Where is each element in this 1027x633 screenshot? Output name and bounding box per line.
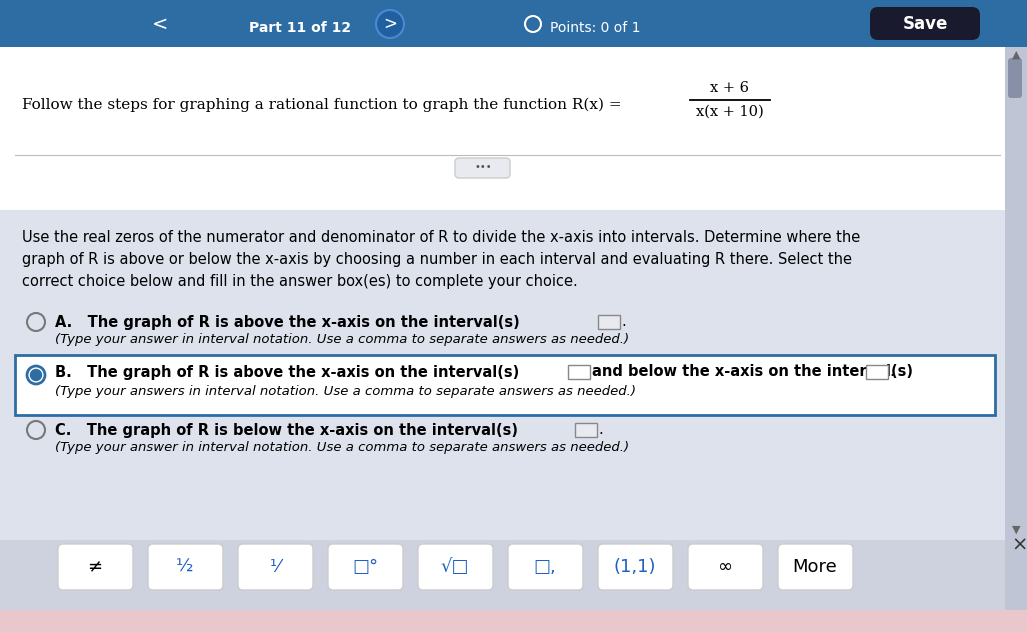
- Text: ∞: ∞: [718, 558, 732, 576]
- Text: ×: ×: [1012, 536, 1027, 555]
- FancyBboxPatch shape: [870, 7, 980, 40]
- Text: graph of R is above or below the x-axis by choosing a number in each interval an: graph of R is above or below the x-axis …: [22, 252, 852, 267]
- FancyBboxPatch shape: [598, 315, 620, 329]
- FancyBboxPatch shape: [328, 544, 403, 590]
- FancyBboxPatch shape: [0, 47, 1005, 210]
- Text: Follow the steps for graphing a rational function to graph the function R(x) =: Follow the steps for graphing a rational…: [22, 98, 621, 112]
- Text: Save: Save: [903, 15, 948, 33]
- Text: (Type your answer in interval notation. Use a comma to separate answers as neede: (Type your answer in interval notation. …: [55, 334, 630, 346]
- Text: ⅟: ⅟: [270, 558, 280, 576]
- FancyBboxPatch shape: [0, 210, 1005, 540]
- Text: □,: □,: [534, 558, 557, 576]
- FancyBboxPatch shape: [0, 610, 1027, 633]
- FancyBboxPatch shape: [598, 544, 673, 590]
- Text: and below the x-axis on the interval(s): and below the x-axis on the interval(s): [592, 365, 913, 380]
- Text: .: .: [621, 315, 625, 330]
- Text: B.   The graph of R is above the x-axis on the interval(s): B. The graph of R is above the x-axis on…: [55, 365, 520, 380]
- Text: (Type your answer in interval notation. Use a comma to separate answers as neede: (Type your answer in interval notation. …: [55, 441, 630, 454]
- Text: (Type your answers in interval notation. Use a comma to separate answers as need: (Type your answers in interval notation.…: [55, 385, 636, 399]
- Text: x(x + 10): x(x + 10): [696, 105, 764, 119]
- Text: Points: 0 of 1: Points: 0 of 1: [550, 21, 641, 35]
- Text: •••: •••: [474, 162, 492, 172]
- FancyBboxPatch shape: [15, 355, 995, 415]
- Text: ≠: ≠: [87, 558, 103, 576]
- Text: ½: ½: [177, 558, 194, 576]
- Text: (1,1): (1,1): [614, 558, 656, 576]
- Text: √□: √□: [441, 558, 469, 576]
- Text: ▼: ▼: [1012, 525, 1020, 535]
- FancyBboxPatch shape: [1007, 58, 1022, 98]
- Text: □°: □°: [352, 558, 378, 576]
- FancyBboxPatch shape: [575, 423, 597, 437]
- Text: .: .: [598, 422, 603, 437]
- FancyBboxPatch shape: [0, 540, 1005, 610]
- Text: A.   The graph of R is above the x‑axis on the interval(s): A. The graph of R is above the x‑axis on…: [55, 315, 520, 330]
- Circle shape: [31, 370, 41, 380]
- FancyBboxPatch shape: [58, 544, 134, 590]
- FancyBboxPatch shape: [866, 365, 888, 379]
- Text: C.   The graph of R is below the x-axis on the interval(s): C. The graph of R is below the x-axis on…: [55, 422, 518, 437]
- FancyBboxPatch shape: [508, 544, 583, 590]
- Text: ▲: ▲: [1012, 50, 1020, 60]
- FancyBboxPatch shape: [568, 365, 589, 379]
- FancyBboxPatch shape: [778, 544, 853, 590]
- FancyBboxPatch shape: [418, 544, 493, 590]
- FancyBboxPatch shape: [688, 544, 763, 590]
- Text: <: <: [152, 15, 168, 34]
- Text: >: >: [383, 15, 397, 33]
- FancyBboxPatch shape: [1005, 47, 1027, 633]
- Text: Use the real zeros of the numerator and denominator of R to divide the x-axis in: Use the real zeros of the numerator and …: [22, 230, 861, 245]
- FancyBboxPatch shape: [148, 544, 223, 590]
- Text: More: More: [793, 558, 837, 576]
- Text: .: .: [889, 365, 893, 380]
- Text: correct choice below and fill in the answer box(es) to complete your choice.: correct choice below and fill in the ans…: [22, 274, 578, 289]
- FancyBboxPatch shape: [238, 544, 313, 590]
- Circle shape: [376, 10, 404, 38]
- Text: Part 11 of 12: Part 11 of 12: [249, 21, 351, 35]
- FancyBboxPatch shape: [0, 0, 1027, 47]
- Text: x + 6: x + 6: [711, 81, 750, 95]
- FancyBboxPatch shape: [455, 158, 510, 178]
